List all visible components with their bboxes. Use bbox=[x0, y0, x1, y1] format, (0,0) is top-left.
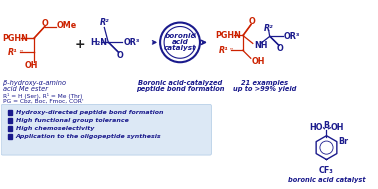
Text: +: + bbox=[75, 38, 86, 51]
Text: 21 examples: 21 examples bbox=[241, 80, 288, 86]
Text: boronic acid catalyst: boronic acid catalyst bbox=[288, 176, 365, 183]
Text: PGHN: PGHN bbox=[215, 31, 241, 40]
Text: catalyst: catalyst bbox=[164, 45, 196, 51]
Bar bbox=[8, 134, 12, 139]
Text: High functional group tolerance: High functional group tolerance bbox=[15, 118, 129, 123]
Text: R¹ = H (Ser), R¹ = Me (Thr): R¹ = H (Ser), R¹ = Me (Thr) bbox=[3, 93, 82, 99]
Text: Boronic acid-catalyzed: Boronic acid-catalyzed bbox=[138, 80, 222, 86]
Text: H₂N: H₂N bbox=[90, 38, 107, 47]
Text: HO: HO bbox=[309, 123, 322, 132]
Text: Application to the oligopeptide synthesis: Application to the oligopeptide synthesi… bbox=[15, 134, 161, 139]
Text: OH: OH bbox=[330, 123, 344, 132]
Text: up to >99% yield: up to >99% yield bbox=[233, 86, 296, 92]
Text: acid Me ester: acid Me ester bbox=[3, 86, 48, 92]
Text: R¹: R¹ bbox=[219, 46, 229, 55]
Text: OH: OH bbox=[25, 61, 38, 70]
Text: OR³: OR³ bbox=[284, 32, 300, 41]
Text: PGHN: PGHN bbox=[3, 34, 29, 43]
Text: ''': ''' bbox=[230, 48, 234, 53]
Text: PG = Cbz, Boc, Fmoc, COR': PG = Cbz, Boc, Fmoc, COR' bbox=[3, 99, 83, 104]
Text: R²: R² bbox=[99, 18, 109, 27]
Text: O: O bbox=[117, 51, 124, 60]
FancyBboxPatch shape bbox=[1, 105, 211, 155]
Bar bbox=[8, 118, 12, 123]
Text: OR³: OR³ bbox=[123, 38, 139, 47]
Text: High chemoselectivity: High chemoselectivity bbox=[15, 126, 94, 131]
Text: B: B bbox=[324, 121, 330, 130]
Text: OH: OH bbox=[252, 57, 265, 66]
Text: OMe: OMe bbox=[56, 21, 77, 30]
Text: ''': ''' bbox=[20, 50, 24, 55]
Text: O: O bbox=[248, 17, 255, 26]
Bar bbox=[8, 110, 12, 115]
Text: β-hydroxy-α-amino: β-hydroxy-α-amino bbox=[3, 80, 66, 86]
Text: peptide bond formation: peptide bond formation bbox=[136, 86, 224, 92]
Text: R¹: R¹ bbox=[8, 48, 18, 57]
Text: acid: acid bbox=[172, 39, 189, 45]
Text: NH: NH bbox=[254, 41, 267, 50]
Text: CF₃: CF₃ bbox=[319, 167, 334, 175]
Text: Br: Br bbox=[338, 137, 348, 146]
Text: R²: R² bbox=[264, 24, 274, 33]
Text: Hydroxy-directed peptide bond formation: Hydroxy-directed peptide bond formation bbox=[15, 110, 163, 115]
Text: O: O bbox=[276, 44, 283, 53]
Text: O: O bbox=[41, 19, 48, 28]
Bar bbox=[8, 126, 12, 131]
Text: boronic: boronic bbox=[165, 33, 195, 40]
